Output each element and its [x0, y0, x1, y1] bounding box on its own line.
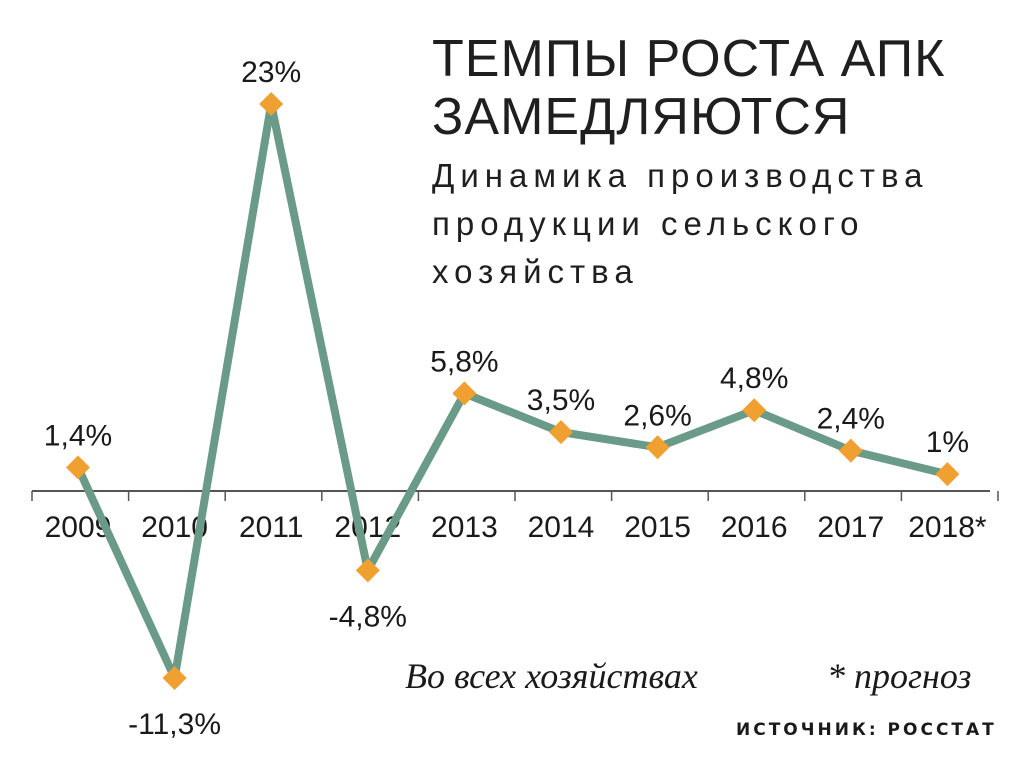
data-point-marker — [66, 455, 90, 480]
data-label: -11,3% — [128, 708, 221, 741]
x-tick-label: 2017 — [817, 511, 884, 544]
x-tick-label: 2014 — [528, 511, 595, 544]
data-label: 1,4% — [44, 419, 112, 452]
data-label: 23% — [241, 56, 301, 89]
source-credit: ИСТОЧНИК: РОССТАТ — [736, 720, 997, 740]
data-label: 1% — [926, 426, 969, 459]
footnote-scope: Во всех хозяйствах — [405, 656, 698, 696]
data-label: 2,6% — [623, 399, 691, 432]
data-point-marker — [355, 558, 380, 583]
x-tick-label: 2013 — [431, 511, 498, 544]
data-point-marker — [162, 666, 187, 690]
chart-subtitle: Динамика производства продукции сельског… — [432, 152, 928, 296]
data-label: -4,8% — [329, 600, 407, 633]
x-tick-label: 2016 — [721, 511, 788, 544]
chart-title-line: ЗАМЕДЛЯЮТСЯ — [432, 88, 851, 146]
series-line — [74, 100, 952, 682]
data-point-marker — [259, 92, 284, 116]
chart-title-line: ТЕМПЫ РОСТА АПК — [432, 30, 946, 88]
data-label: 5,8% — [430, 345, 498, 378]
chart-subtitle-line: Динамика производства — [432, 157, 929, 194]
data-point-marker — [742, 398, 767, 423]
x-tick-label: 2011 — [239, 511, 304, 544]
x-tick-label: 2015 — [624, 511, 691, 544]
chart-title: ТЕМПЫ РОСТА АПК ЗАМЕДЛЯЮТСЯ — [432, 30, 945, 146]
x-tick-label: 2018* — [908, 511, 987, 544]
chart-subtitle-line: хозяйства — [432, 253, 639, 290]
data-label: 3,5% — [527, 384, 595, 417]
data-point-marker — [838, 438, 863, 463]
footnote-forecast: * прогноз — [827, 656, 972, 696]
chart-subtitle-line: продукции сельского — [432, 205, 865, 242]
data-label: 4,8% — [720, 362, 788, 395]
data-point-marker — [549, 420, 573, 445]
data-label: 2,4% — [817, 403, 885, 436]
data-point-marker — [452, 381, 477, 406]
data-point-marker — [645, 435, 670, 460]
data-point-marker — [935, 462, 960, 487]
